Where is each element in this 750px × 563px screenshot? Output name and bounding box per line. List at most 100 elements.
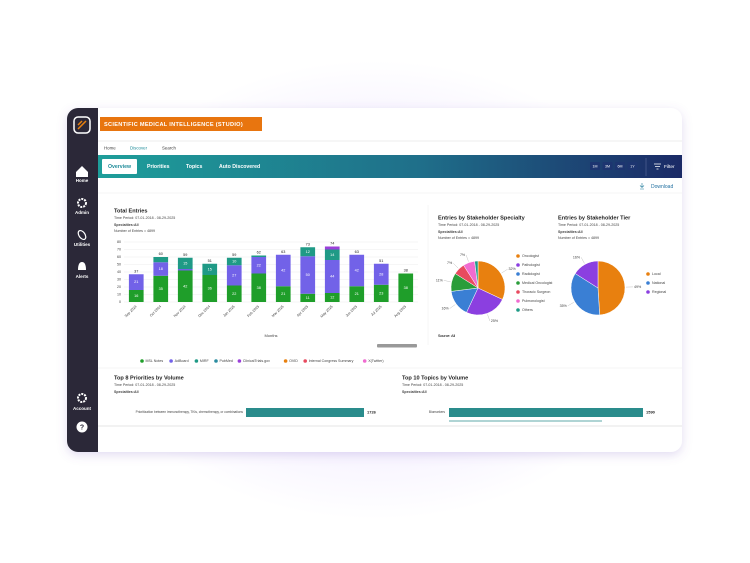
legend-label[interactable]: Radiologist xyxy=(522,272,540,276)
legend-label[interactable]: AdBoard xyxy=(175,359,189,363)
range-label[interactable]: 1Y xyxy=(630,164,635,168)
time-period: Time Period: 07-01-2018 - 08-29-2025 xyxy=(558,223,619,227)
account-icon[interactable] xyxy=(77,393,87,403)
sidebar-item[interactable]: Account xyxy=(73,406,92,411)
legend-label[interactable]: Regional xyxy=(652,290,666,294)
nav-link[interactable]: Home xyxy=(104,146,116,151)
legend-label[interactable]: Local xyxy=(652,272,661,276)
legend-swatch xyxy=(303,359,308,363)
legend-label[interactable]: MSL Notes xyxy=(146,359,164,363)
filter[interactable]: Filter xyxy=(664,164,675,170)
segment-label: 21 xyxy=(281,292,285,296)
segment-label: 16 xyxy=(134,294,138,298)
sidebar-item[interactable]: Utilities xyxy=(74,242,91,247)
range-button[interactable] xyxy=(627,162,638,170)
legend-swatch xyxy=(516,299,520,303)
bar-segment xyxy=(128,274,144,290)
legend-label[interactable]: Pulmonologist xyxy=(522,299,545,303)
bar-segment xyxy=(251,257,267,274)
leader xyxy=(453,263,459,269)
segment-label: 50 xyxy=(306,273,310,277)
bar-segment xyxy=(349,286,365,302)
range-button[interactable] xyxy=(590,162,600,170)
nav-link[interactable]: Discover xyxy=(130,146,148,151)
time-period: Time Period: 07-01-2018 - 08-29-2025 xyxy=(114,216,175,220)
bar-label: Prioritization between immunotherapy, TK… xyxy=(136,410,244,414)
nav-link[interactable]: Search xyxy=(162,146,176,151)
time-period: Time Period: 07-01-2018 - 08-29-2025 xyxy=(114,383,175,387)
bar xyxy=(246,408,364,417)
legend-label[interactable]: National xyxy=(652,281,665,285)
legend-label[interactable]: X(Twitter) xyxy=(368,359,383,363)
legend-swatch xyxy=(516,272,520,276)
segment-label: 38 xyxy=(404,286,408,290)
slice-label: 7% xyxy=(460,253,466,257)
admin-icon[interactable] xyxy=(77,198,87,208)
segment-label: 22 xyxy=(257,263,261,267)
scrollbar[interactable] xyxy=(377,344,417,348)
sidebar-item[interactable]: Alerts xyxy=(76,274,89,279)
download-icon[interactable] xyxy=(639,183,645,190)
pie-slice xyxy=(477,260,506,300)
legend-swatch xyxy=(516,290,520,294)
alerts-icon[interactable] xyxy=(78,262,86,270)
legend-label[interactable]: Internal Congress Summary xyxy=(309,359,354,363)
range-label[interactable]: 3M xyxy=(605,164,610,168)
pie-slice xyxy=(474,260,479,289)
legend-label[interactable]: MIRF xyxy=(200,359,210,363)
help-icon[interactable] xyxy=(76,421,88,433)
leader xyxy=(567,302,574,306)
chart-title: Top 8 Priorities by Volume xyxy=(114,375,184,381)
y-tick-label: 40 xyxy=(117,270,121,274)
legend-label[interactable]: Pathologist xyxy=(522,263,540,267)
legend-swatch xyxy=(646,290,650,294)
legend-label[interactable]: OVID xyxy=(289,359,298,363)
tab[interactable]: Overview xyxy=(108,164,132,170)
legend-swatch xyxy=(283,359,288,363)
segment-label: 21 xyxy=(355,292,359,296)
tab[interactable]: Topics xyxy=(186,164,202,170)
segment-label: 18 xyxy=(159,267,163,271)
total-label: 60 xyxy=(159,252,163,256)
help[interactable]: ? xyxy=(80,424,84,431)
total-label: 62 xyxy=(257,251,261,255)
filter-icon[interactable] xyxy=(654,163,661,170)
sidebar-item[interactable]: Admin xyxy=(75,210,89,215)
range-label[interactable]: 1M xyxy=(593,164,598,168)
segment-label: 22 xyxy=(232,292,236,296)
tab[interactable]: Priorities xyxy=(147,164,170,170)
entries: Number of Entries = 4899 xyxy=(558,236,599,240)
logo xyxy=(73,116,91,134)
legend-label[interactable]: Others xyxy=(522,308,533,312)
legend-label[interactable]: Medical Oncologist xyxy=(522,281,552,285)
range-button[interactable] xyxy=(615,162,625,170)
utilities-icon[interactable] xyxy=(77,229,88,241)
legend-label[interactable]: PubMed xyxy=(220,359,233,363)
tab[interactable]: Auto Discovered xyxy=(219,164,260,170)
bar-segment xyxy=(398,273,414,302)
range-button[interactable] xyxy=(602,162,613,170)
home-icon[interactable] xyxy=(76,166,88,177)
legend-swatch xyxy=(646,281,650,285)
slice-label: 16% xyxy=(441,307,449,311)
legend-swatch xyxy=(516,254,520,258)
legend-swatch xyxy=(214,359,218,363)
leader xyxy=(449,304,456,309)
range-label[interactable]: 6M xyxy=(618,164,623,168)
y-tick-label: 10 xyxy=(117,292,121,296)
legend-label[interactable]: Thoracic Surgeon xyxy=(522,290,550,294)
total-label: 63 xyxy=(355,250,359,254)
download[interactable]: Download xyxy=(651,184,673,190)
tab-band xyxy=(98,155,682,178)
pie-slice xyxy=(574,260,599,289)
legend-label[interactable]: Oncologist xyxy=(522,254,539,258)
x-axis-label: Months xyxy=(264,333,277,338)
legend-swatch xyxy=(516,308,520,312)
legend-label[interactable]: ClinicalTrials.gov xyxy=(243,359,270,363)
slice-label: 32% xyxy=(509,267,517,271)
specialties: Specialties:All xyxy=(402,390,427,394)
segment-label: 14 xyxy=(330,253,334,257)
legend-swatch xyxy=(169,359,173,363)
sidebar-item[interactable]: Home xyxy=(76,178,89,183)
bar-label: Biomarkers xyxy=(429,410,446,414)
